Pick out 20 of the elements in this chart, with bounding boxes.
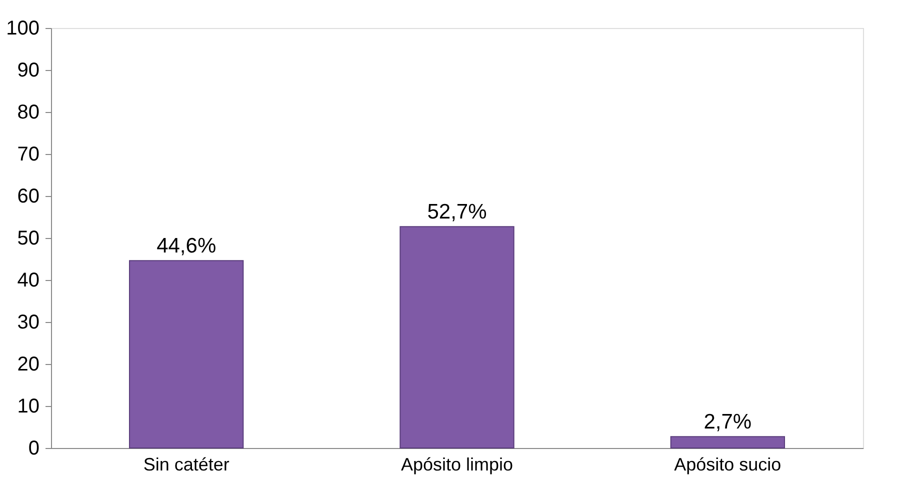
data-label: 44,6% bbox=[156, 234, 216, 258]
y-tick-label: 0 bbox=[28, 438, 40, 460]
data-label: 2,7% bbox=[704, 410, 752, 434]
x-tick-label: Apósito sucio bbox=[674, 454, 782, 474]
y-tick-label: 30 bbox=[17, 312, 40, 334]
bar bbox=[128, 260, 244, 448]
bar bbox=[670, 436, 786, 448]
x-tick-label: Sin catéter bbox=[143, 454, 230, 474]
y-tick-label: 80 bbox=[17, 102, 40, 124]
y-tick-label: 100 bbox=[6, 18, 40, 40]
y-tick-label: 90 bbox=[17, 60, 40, 82]
y-tick-label: 40 bbox=[17, 270, 40, 292]
y-tick-label: 70 bbox=[17, 144, 40, 166]
y-tick-label: 50 bbox=[17, 228, 40, 250]
y-tick-label: 20 bbox=[17, 354, 40, 376]
data-label: 52,7% bbox=[427, 200, 487, 224]
x-tick-label: Apósito limpio bbox=[400, 454, 514, 474]
y-tick-label: 10 bbox=[17, 396, 40, 418]
y-tick-label: 60 bbox=[17, 186, 40, 208]
bar bbox=[400, 226, 514, 448]
